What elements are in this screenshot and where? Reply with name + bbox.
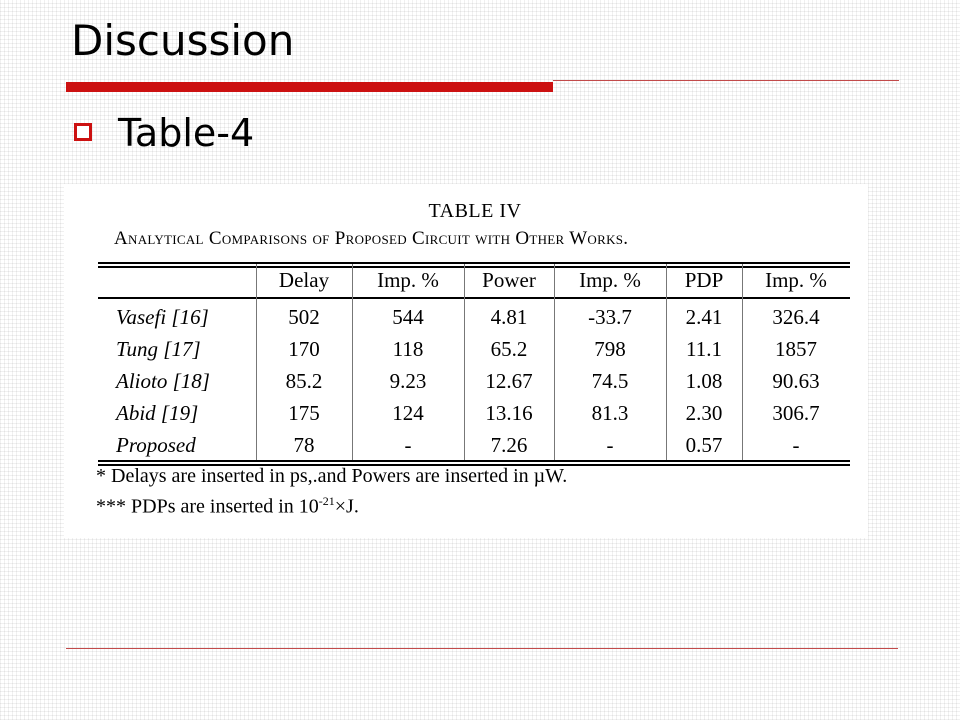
table-header-cell (98, 264, 256, 296)
table-row: Abid [19] 175 124 13.16 81.3 2.30 306.7 (98, 397, 850, 429)
slide-title: Discussion (71, 16, 295, 65)
table-cell: -33.7 (588, 305, 632, 329)
table-header-cell: Imp. % (765, 268, 827, 292)
column-separator (742, 264, 743, 462)
table-cell: Abid [19] (116, 401, 199, 425)
column-separator (464, 264, 465, 462)
title-accent-bar (66, 82, 553, 92)
table-cell: 798 (594, 337, 626, 361)
table-bottom-rule (98, 460, 850, 462)
note2-exponent: -21 (318, 494, 335, 508)
table-header-cell: PDP (684, 268, 724, 292)
table-figure: TABLE IV Analytical Comparisons of Propo… (64, 184, 868, 538)
table-cell: Vasefi [16] (116, 305, 209, 329)
table-cell: 124 (392, 401, 424, 425)
table-cell: 1857 (775, 337, 817, 361)
table-cell: 13.16 (485, 401, 533, 425)
table-row: Vasefi [16] 502 544 4.81 -33.7 2.41 326.… (98, 301, 850, 333)
table-row: Tung [17] 170 118 65.2 798 11.1 1857 (98, 333, 850, 365)
note2-suffix: ×J. (334, 495, 359, 518)
note2-prefix: *** PDPs are inserted in 10 (96, 495, 319, 518)
table-cell: - (606, 433, 614, 457)
table-cell: 7.26 (490, 433, 528, 457)
table-cell: 170 (288, 337, 320, 361)
table-cell: 12.67 (485, 369, 533, 393)
header-rule (98, 297, 850, 299)
comparison-table: Delay Imp. % Power Imp. % PDP Imp. % Vas… (98, 264, 850, 462)
table-cell: Proposed (116, 433, 196, 457)
table-cell: Alioto [18] (116, 369, 210, 393)
column-separator (554, 264, 555, 462)
table-cell: 326.4 (772, 305, 820, 329)
table-cell: 2.30 (685, 401, 723, 425)
table-cell: Tung [17] (116, 337, 201, 361)
table-cell: 74.5 (591, 369, 629, 393)
table-cell: 175 (288, 401, 320, 425)
table-row: Proposed 78 - 7.26 - 0.57 - (98, 429, 850, 461)
table-header-cell: Delay (278, 268, 330, 292)
table-cell: 2.41 (685, 305, 723, 329)
table-top-rule-2 (98, 266, 850, 268)
table-cell: - (404, 433, 412, 457)
table-cell: 502 (288, 305, 320, 329)
table-header-cell: Power (482, 268, 536, 292)
table-bottom-rule-2 (98, 464, 850, 466)
title-divider-line (553, 80, 899, 81)
table-cell: 81.3 (591, 401, 629, 425)
table-cell: 544 (392, 305, 424, 329)
table-cell: - (792, 433, 800, 457)
column-separator (666, 264, 667, 462)
table-cell: 65.2 (490, 337, 528, 361)
table-header-row: Delay Imp. % Power Imp. % PDP Imp. % (98, 264, 850, 296)
column-separator (352, 264, 353, 462)
hollow-square-icon (74, 123, 92, 141)
table-cell: 11.1 (686, 337, 722, 361)
table-cell: 306.7 (772, 401, 820, 425)
table-row: Alioto [18] 85.2 9.23 12.67 74.5 1.08 90… (98, 365, 850, 397)
table-note-1: * Delays are inserted in ps,.and Powers … (96, 465, 568, 487)
table-header-cell: Imp. % (377, 268, 439, 292)
column-separator (256, 264, 257, 462)
table-header-cell: Imp. % (579, 268, 641, 292)
table-cell: 4.81 (490, 305, 528, 329)
table-cell: 9.23 (389, 369, 427, 393)
table-caption: Analytical Comparisons of Proposed Circu… (114, 228, 629, 249)
table-note-2: *** PDPs are inserted in 10-21×J. (96, 494, 359, 519)
table-cell: 90.63 (772, 369, 820, 393)
table-cell: 1.08 (685, 369, 723, 393)
table-cell: 85.2 (285, 369, 323, 393)
footer-divider-line (66, 648, 898, 649)
bullet-text: Table-4 (118, 111, 255, 155)
table-title: TABLE IV (428, 200, 522, 222)
table-cell: 118 (392, 337, 424, 361)
table-cell: 78 (293, 433, 315, 457)
table-top-rule (98, 262, 850, 264)
table-cell: 0.57 (685, 433, 723, 457)
